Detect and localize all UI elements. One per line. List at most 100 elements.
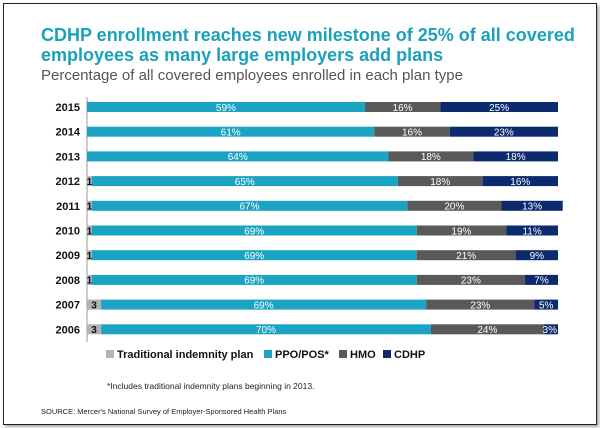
bar-segment-cdhp [501,200,563,211]
bar-segment-ppo-pos [91,225,417,236]
bar-segment-ppo-pos [91,176,398,187]
bar-segment-ppo-pos [91,250,417,261]
bar-segment-ppo-pos [87,151,389,162]
chart-title-line-1: CDHP enrollment reaches new milestone of… [41,25,575,45]
y-tick-label: 2015 [56,102,80,114]
y-tick-label: 2009 [56,250,80,262]
legend-label-cdhp: CDHP [394,349,425,361]
data-label: 18% [421,152,441,163]
bar-segment-hmo [416,274,526,285]
bar-segment-traditional [87,299,102,310]
bar-segment-traditional [87,176,92,187]
bar-segment-cdhp [534,299,558,310]
data-label: 64% [228,152,248,163]
bar-segment-hmo [416,225,507,236]
legend-label-hmo: HMO [350,349,376,361]
y-tick-label: 2013 [56,151,80,163]
data-label: 70% [256,325,276,336]
data-label: 21% [456,251,476,262]
chart-frame: CDHP enrollment reaches new milestone of… [3,3,597,425]
data-label: 69% [244,226,264,237]
data-label: 1 [87,177,93,188]
bar-segment-hmo [388,151,474,162]
legend-label-ppo-pos: PPO/POS* [275,349,330,361]
y-tick-label: 2011 [56,201,80,213]
bar-segment-hmo [426,299,535,310]
bar-segment-ppo-pos [87,126,375,137]
data-label: 1 [87,251,93,262]
legend-swatch-hmo [339,350,347,358]
chart-subtitle: Percentage of all covered employees enro… [41,67,463,84]
bar-segment-ppo-pos [91,274,417,285]
data-label: 3 [91,300,97,311]
data-label: 16% [402,128,422,139]
y-tick-label: 2006 [56,324,80,336]
data-label: 3 [91,325,97,336]
bar-segment-hmo [364,102,441,112]
y-tick-label: 2014 [56,127,81,139]
data-label: 1 [87,226,93,237]
data-label: 23% [461,276,481,287]
data-label: 65% [235,177,255,188]
bar-segment-hmo [416,250,516,261]
bar-segment-cdhp [473,151,558,162]
data-label: 19% [451,226,471,237]
y-tick-label: 2007 [56,300,80,312]
data-label: 23% [470,300,490,311]
bar-segment-ppo-pos [87,102,365,112]
data-label: 61% [221,128,241,139]
bar-segment-traditional [87,250,92,261]
data-label: 69% [254,300,274,311]
y-tick-label: 2012 [56,176,80,188]
chart-title: CDHP enrollment reaches new milestone of… [41,25,581,65]
footnote: *Includes traditional indemnity plans be… [107,381,315,391]
legend-swatch-cdhp [383,350,391,358]
y-tick-label: 2010 [56,226,80,238]
bar-segment-ppo-pos [91,200,408,211]
bar-segment-ppo-pos [101,299,427,310]
data-label: 69% [244,251,264,262]
bar-segment-cdhp [543,324,558,335]
bar-segment-ppo-pos [101,324,431,335]
data-label: 23% [494,128,514,139]
data-label: 59% [216,103,236,114]
data-label: 7% [534,276,549,287]
data-label: 16% [393,103,413,114]
bar-segment-hmo [397,176,483,187]
data-label: 67% [239,202,259,213]
bar-segment-hmo [374,126,450,137]
bar-segment-traditional [87,225,92,236]
data-label: 18% [506,152,526,163]
bar-segment-hmo [407,200,502,211]
data-label: 13% [522,202,542,213]
data-label: 25% [489,103,509,114]
bar-segment-cdhp [482,176,558,187]
legend-swatch-ppo-pos [264,350,272,358]
bar-segment-cdhp [506,225,558,236]
data-label: 69% [244,276,264,287]
source-note: SOURCE: Mercer's National Survey of Empl… [41,407,287,416]
data-label: 5% [539,300,554,311]
data-label: 9% [530,251,545,262]
legend-label-traditional: Traditional indemnity plan [117,349,254,361]
bar-segment-traditional [87,200,92,211]
bar-segment-cdhp [525,274,558,285]
bar-segment-cdhp [440,102,558,112]
legend-swatch-traditional [106,350,114,358]
bar-segment-cdhp [515,250,558,261]
chart-title-line-2: employees as many large employers add pl… [41,45,444,65]
data-label: 1 [87,202,93,213]
bar-segment-cdhp [449,126,558,137]
bar-segment-traditional [87,324,102,335]
bar-segment-hmo [430,324,544,335]
y-tick-label: 2008 [56,275,80,287]
data-label: 20% [444,202,464,213]
data-label: 24% [477,325,497,336]
data-label: 16% [510,177,530,188]
data-label: 3% [543,325,558,336]
data-label: 18% [430,177,450,188]
data-label: 11% [522,226,541,237]
bar-segment-traditional [87,274,92,285]
data-label: 1 [87,276,93,287]
